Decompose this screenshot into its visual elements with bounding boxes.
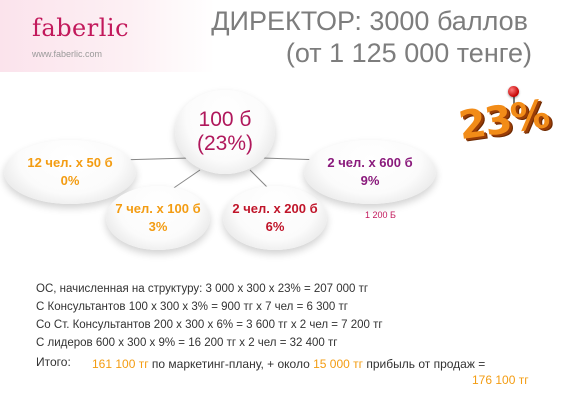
leaders-points-note: 1 200 Б (365, 210, 396, 220)
bubble-consultants-50: 12 чел. х 50 б 0% (4, 140, 136, 204)
total-marketing-amount: 161 100 тг (92, 357, 149, 371)
header-band (0, 0, 215, 72)
total-line: 161 100 тг по маркетинг-плану, + около 1… (92, 357, 485, 371)
pushpin-icon (508, 86, 519, 97)
calc-line-senior: Со Ст. Консультантов 200 х 300 х 6% = 3 … (36, 319, 383, 331)
bubble-main: 100 б (23%) (175, 90, 275, 174)
total-text-1: по маркетинг-плану, + около (148, 357, 314, 371)
bubble-senior-consultants: 2 чел. х 200 б 6% (223, 186, 327, 250)
calc-line-leaders: С лидеров 600 х 300 х 9% = 16 200 тг х 2… (36, 337, 338, 349)
bubble-percent: 9% (360, 173, 380, 188)
main-percent: (23%) (196, 132, 254, 155)
total-sales-amount: 15 000 тг (313, 357, 364, 371)
main-points: 100 б (198, 108, 252, 131)
bubble-label: 12 чел. х 50 б (27, 155, 113, 170)
total-final-amount: 176 100 тг (472, 373, 529, 387)
logo-url: www.faberlic.com (32, 49, 103, 59)
bubble-label: 7 чел. х 100 б (115, 201, 201, 216)
bubble-consultants-100: 7 чел. х 100 б 3% (106, 186, 210, 250)
page-title: ДИРЕКТОР: 3000 баллов (211, 6, 528, 36)
total-label: Итого: (36, 355, 71, 369)
bubble-label: 2 чел. х 200 б (232, 201, 318, 216)
bubble-leaders: 2 чел. х 600 б 9% (304, 140, 436, 204)
calc-line-structure: ОС, начисленная на структуру: 3 000 х 30… (36, 283, 369, 295)
bubble-percent: 6% (265, 219, 285, 234)
bubble-percent: 0% (60, 173, 80, 188)
faberlic-logo: faberlic (32, 14, 130, 42)
pin-needle (513, 95, 515, 105)
bubble-percent: 3% (148, 219, 168, 234)
calc-line-consultants: С Консультантов 100 х 300 х 3% = 900 тг … (36, 301, 348, 313)
page-subtitle: (от 1 125 000 тенге) (285, 38, 532, 68)
bubble-label: 2 чел. х 600 б (327, 155, 413, 170)
total-text-2: прибыль от продаж = (363, 357, 486, 371)
